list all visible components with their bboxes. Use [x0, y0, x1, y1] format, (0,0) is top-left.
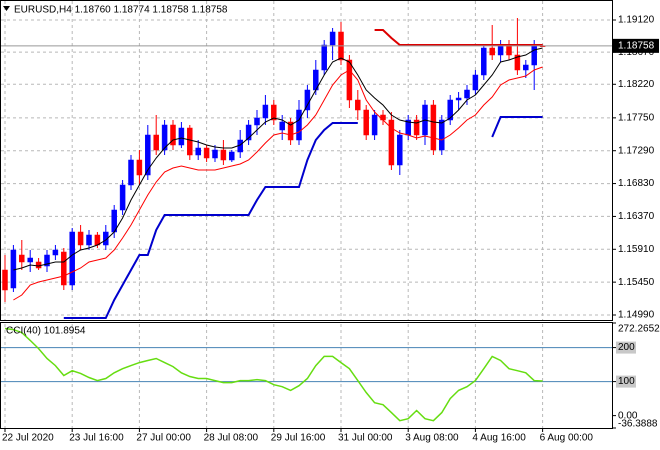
candle-body — [161, 124, 168, 151]
candle-body — [44, 254, 50, 267]
x-tick-label: 3 Aug 08:00 — [405, 433, 459, 444]
candle-body — [254, 117, 260, 126]
indicator-line — [13, 47, 543, 271]
chart-title: EURUSD,H4 1.18760 1.18774 1.18758 1.1875… — [14, 5, 228, 16]
menu-icon[interactable] — [3, 6, 10, 11]
candle-body — [363, 109, 369, 136]
candle-body — [195, 147, 201, 156]
candle-body — [35, 261, 42, 269]
candle-body — [212, 149, 218, 159]
candle-body — [187, 127, 193, 156]
candle-body — [229, 151, 235, 161]
candle-body — [220, 149, 227, 161]
candle-body — [170, 124, 176, 146]
candle-body — [523, 64, 529, 71]
x-tick-label: 28 Jul 08:00 — [204, 433, 259, 444]
candle-body — [455, 97, 462, 101]
candle-body — [119, 184, 126, 211]
x-tick-label: 22 Jul 2020 — [2, 433, 54, 444]
candle-body — [413, 119, 420, 136]
y-tick-label: 1.18220 — [618, 79, 655, 90]
cci-title: CCI(40) 101.8954 — [6, 326, 86, 337]
cci-line — [4, 327, 543, 422]
level-label-box — [616, 341, 636, 354]
x-tick-label: 27 Jul 00:00 — [136, 433, 191, 444]
candle-body — [245, 124, 252, 141]
candle-body — [103, 231, 109, 246]
candle-body — [10, 249, 17, 289]
level-label-box — [616, 375, 636, 388]
y-tick-label: -36.3888 — [618, 419, 658, 430]
indicator-line — [374, 29, 543, 46]
candle-body — [271, 104, 277, 121]
candle-body — [329, 31, 336, 46]
candle-body — [388, 119, 395, 166]
candle-body — [203, 147, 210, 159]
candle-body — [145, 134, 151, 176]
indicator-line — [63, 116, 543, 319]
y-tick-label: 100 — [618, 376, 635, 387]
x-tick-label: 31 Jul 00:00 — [338, 433, 393, 444]
candle-body — [262, 104, 269, 119]
candle-body — [464, 89, 470, 99]
candle-body — [355, 99, 361, 111]
candle-body — [136, 159, 143, 176]
candle-body — [472, 74, 479, 91]
y-tick-label: 1.16830 — [618, 178, 655, 189]
candle-body — [430, 104, 437, 151]
candle-body — [279, 121, 285, 131]
candle-body — [2, 269, 8, 291]
main-frame — [0, 0, 613, 321]
candle-body — [128, 159, 134, 186]
candle-body — [178, 127, 185, 146]
cci-frame — [0, 322, 613, 429]
candle-body — [531, 44, 537, 66]
candle-body — [439, 119, 445, 151]
candle-body — [27, 257, 33, 263]
candle-body — [69, 231, 75, 286]
candle-body — [287, 121, 294, 141]
y-tick-label: 200 — [618, 342, 635, 353]
candle-body — [346, 59, 353, 101]
candle-body — [489, 47, 495, 56]
y-tick-label: 1.15450 — [618, 277, 655, 288]
candle-body — [19, 254, 25, 263]
y-tick-label: 1.15910 — [618, 244, 655, 255]
candle-body — [52, 249, 59, 256]
y-tick-label: 272.2652 — [618, 324, 660, 335]
candle-body — [447, 99, 453, 121]
candle-body — [321, 44, 327, 71]
y-tick-label: 1.17750 — [618, 112, 655, 123]
x-tick-label: 23 Jul 16:00 — [69, 433, 124, 444]
x-tick-label: 6 Aug 00:00 — [540, 433, 594, 444]
y-tick-label: 0.00 — [618, 410, 638, 421]
y-tick-label: 1.17290 — [618, 145, 655, 156]
candle-body — [497, 44, 504, 56]
y-tick-label: 1.14990 — [618, 310, 655, 321]
candle-body — [86, 234, 92, 246]
candle-body — [153, 134, 159, 151]
candle-body — [506, 44, 512, 56]
candle-body — [514, 54, 521, 71]
candle-body — [77, 231, 84, 246]
candle-body — [380, 114, 386, 121]
candle-body — [304, 89, 311, 111]
candle-body — [481, 47, 487, 76]
x-tick-label: 4 Aug 16:00 — [472, 433, 526, 444]
candle-body — [397, 134, 403, 166]
current-price-box — [613, 38, 659, 53]
y-tick-label: 1.16370 — [618, 211, 655, 222]
candle-body — [296, 109, 302, 141]
x-tick-label: 29 Jul 16:00 — [271, 433, 326, 444]
candle-body — [371, 114, 378, 136]
current-price-label: 1.18758 — [618, 40, 655, 51]
y-tick-label: 1.19120 — [618, 15, 655, 26]
indicator-line — [13, 66, 543, 301]
candle-body — [61, 251, 67, 286]
